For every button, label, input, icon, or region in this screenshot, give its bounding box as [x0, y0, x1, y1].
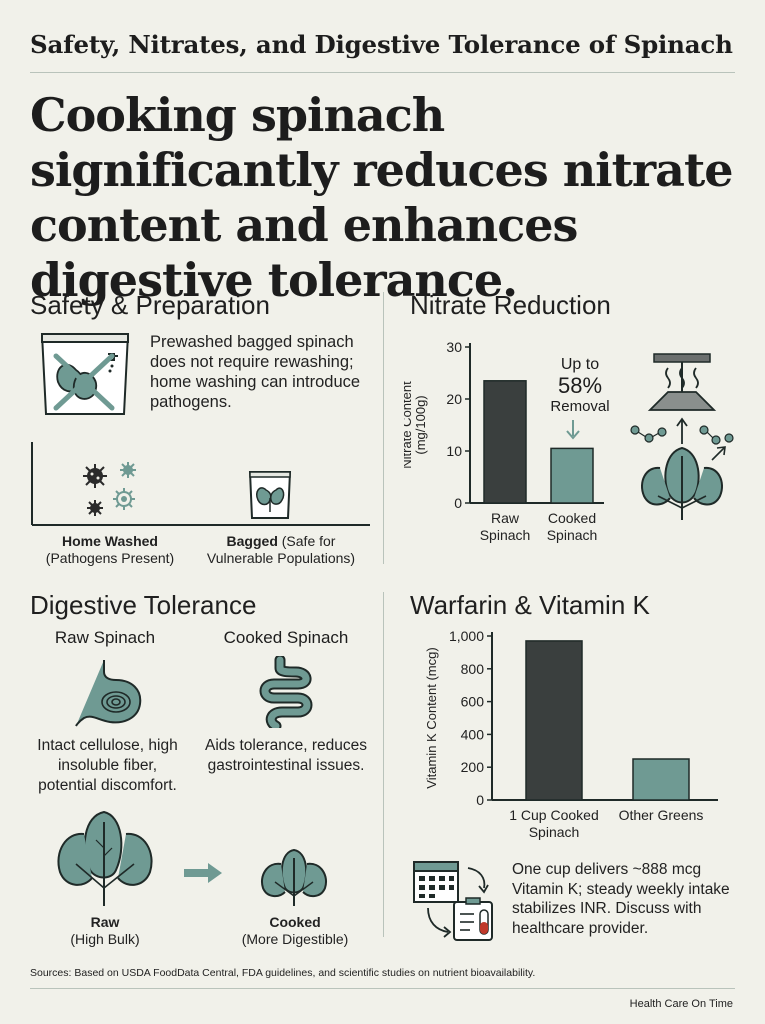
raw-spinach-leaves-icon	[57, 810, 153, 906]
warfarin-note: One cup delivers ~888 mcg Vitamin K; ste…	[512, 861, 730, 937]
cooked-leaf-bold: Cooked	[269, 914, 321, 930]
category-label: Raw Spinach	[480, 510, 531, 543]
bar	[483, 380, 527, 504]
cooked-leaf-sub: (More Digestible)	[241, 931, 349, 947]
bagged-spinach-icon	[248, 471, 292, 519]
y-tick-label: 0	[476, 792, 484, 808]
top-rule	[30, 72, 735, 73]
raw-spinach-title: Raw Spinach	[54, 628, 156, 647]
warfarin-title: Warfarin & Vitamin K	[410, 590, 650, 620]
y-tick-label: 0	[454, 495, 462, 511]
raw-leaf-label: Raw (High Bulk)	[40, 914, 170, 948]
bagged-label: Bagged (Safe for Vulnerable Populations)	[186, 533, 376, 567]
y-tick-label: 30	[446, 339, 462, 355]
bar	[632, 758, 690, 801]
nitrate-title: Nitrate Reduction	[410, 290, 611, 320]
steam-cooking-icon	[630, 353, 734, 520]
bottom-rule	[30, 988, 735, 989]
down-arrow-icon	[566, 420, 580, 440]
pathogen-germs-icon	[83, 462, 136, 516]
callout-percent: 58%	[557, 373, 603, 398]
y-axis-label: Nitrate Content(mg/100g)	[404, 381, 428, 469]
callout-top: Up to	[560, 356, 600, 373]
y-axis-label: Vitamin K Content (mcg)	[424, 647, 439, 788]
removal-callout: Up to 58% Removal	[540, 356, 620, 415]
y-tick-label: 800	[461, 661, 485, 677]
raw-digestive-text: Intact cellulose, high insoluble fiber, …	[37, 737, 178, 794]
bagged-bold: Bagged	[226, 533, 278, 549]
y-tick-label: 400	[461, 726, 485, 742]
raw-leaf-bold: Raw	[90, 914, 120, 930]
cooked-digestive-text: Aids tolerance, reduces gastrointestinal…	[205, 737, 367, 774]
bar	[525, 640, 583, 801]
divider-bottom	[383, 592, 384, 937]
y-tick-label: 10	[446, 443, 462, 459]
bagged-rest: (Safe for	[277, 533, 336, 549]
page-headline: Cooking spinach significantly reduces ni…	[30, 88, 733, 307]
y-tick-label: 200	[461, 759, 485, 775]
cooked-spinach-title: Cooked Spinach	[223, 628, 349, 647]
divider-top	[383, 292, 384, 564]
y-tick-label: 600	[461, 694, 485, 710]
home-washed-label: Home Washed (Pathogens Present)	[30, 533, 190, 567]
category-label: 1 Cup Cooked Spinach	[509, 807, 599, 840]
raw-leaf-sub: (High Bulk)	[70, 931, 140, 947]
sources-note: Sources: Based on USDA FoodData Central,…	[30, 967, 536, 979]
safety-title: Safety & Preparation	[30, 290, 270, 320]
brand-label: Health Care On Time	[629, 998, 733, 1010]
category-label: Cooked Spinach	[547, 510, 598, 543]
bagged-sub: Vulnerable Populations)	[206, 550, 356, 566]
digestive-title: Digestive Tolerance	[30, 590, 257, 620]
stomach-icon	[75, 660, 142, 727]
bar	[550, 447, 594, 504]
safety-text: Prewashed bagged spinach does not requir…	[150, 333, 361, 411]
page-topic: Safety, Nitrates, and Digestive Toleranc…	[30, 30, 733, 59]
intestine-icon	[259, 656, 313, 728]
home-washed-bold: Home Washed	[62, 533, 158, 549]
y-tick-label: 1,000	[449, 628, 484, 644]
vitamin-k-bar-chart: Vitamin K Content (mcg) 0 200 400 600 800 1,00…	[424, 628, 718, 840]
nitrate-bar-chart: Nitrate Content(mg/100g) 0 10 20 30 Raw Spinac…	[404, 339, 604, 543]
crossed-wash-bag-icon	[40, 333, 130, 415]
cooked-spinach-leaves-icon	[261, 848, 327, 906]
callout-bottom: Removal	[550, 398, 610, 415]
right-arrow-icon	[184, 863, 222, 883]
cooked-leaf-label: Cooked (More Digestible)	[220, 914, 370, 948]
y-tick-label: 20	[446, 391, 462, 407]
calendar-medication-icon	[413, 861, 493, 941]
home-washed-sub: (Pathogens Present)	[45, 550, 175, 566]
category-label: Other Greens	[619, 807, 704, 823]
safety-comparison-axes	[31, 442, 370, 526]
